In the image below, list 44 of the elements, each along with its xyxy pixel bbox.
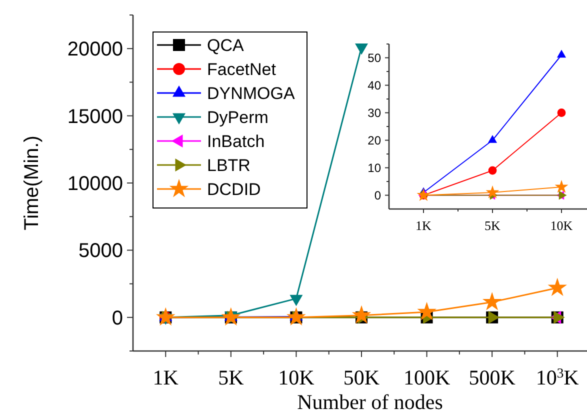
x-tick-label: 5K <box>218 365 244 390</box>
y-tick-label: 20000 <box>67 38 123 61</box>
legend-label: DCDID <box>207 180 261 200</box>
x-tick-label: 10$^{3}$K <box>536 364 579 390</box>
y-tick-label: 10 <box>368 160 382 175</box>
point <box>352 305 372 324</box>
y-tick-label: 40 <box>368 78 382 92</box>
x-tick-label: 10K <box>550 218 574 233</box>
point <box>486 185 500 198</box>
x-axis-title: Number of nodes <box>297 390 443 414</box>
y-tick-label: 15000 <box>67 106 123 128</box>
y-tick-label: 10000 <box>67 173 123 195</box>
legend-label: DyPerm <box>207 108 268 128</box>
point <box>355 44 368 55</box>
point <box>558 190 567 200</box>
x-tick-label: 1K <box>416 218 432 233</box>
point <box>482 292 502 310</box>
y-tick-label: 20 <box>368 133 382 148</box>
point <box>488 135 498 143</box>
y-axis-title: Time(Min.) <box>21 136 43 230</box>
point <box>548 278 567 296</box>
x-tick-label: 5K <box>484 218 502 233</box>
legend-label: QCA <box>207 36 244 56</box>
y-tick-label: 0 <box>374 188 382 202</box>
point <box>557 108 566 117</box>
x-tick-label: 500K <box>468 365 516 390</box>
legend-label: InBatch <box>207 132 265 152</box>
point <box>156 307 176 326</box>
x-tick-label: 10K <box>278 365 314 390</box>
point <box>488 166 497 175</box>
legend-label: LBTR <box>207 156 250 176</box>
point <box>416 188 430 201</box>
point <box>417 302 436 320</box>
x-tick-label: 50K <box>343 365 380 390</box>
x-tick-label: 1K <box>152 365 178 390</box>
y-tick-label: 30 <box>368 106 382 120</box>
legend-label: DYNMOGA <box>207 84 296 104</box>
point <box>556 50 566 58</box>
x-tick-label: 100K <box>403 365 450 390</box>
y-tick-label: 5000 <box>78 240 123 262</box>
legend-label: FacetNet <box>207 60 276 80</box>
y-tick-label: 0 <box>112 307 123 330</box>
point <box>554 180 568 193</box>
y-tick-label: 50 <box>368 50 382 65</box>
